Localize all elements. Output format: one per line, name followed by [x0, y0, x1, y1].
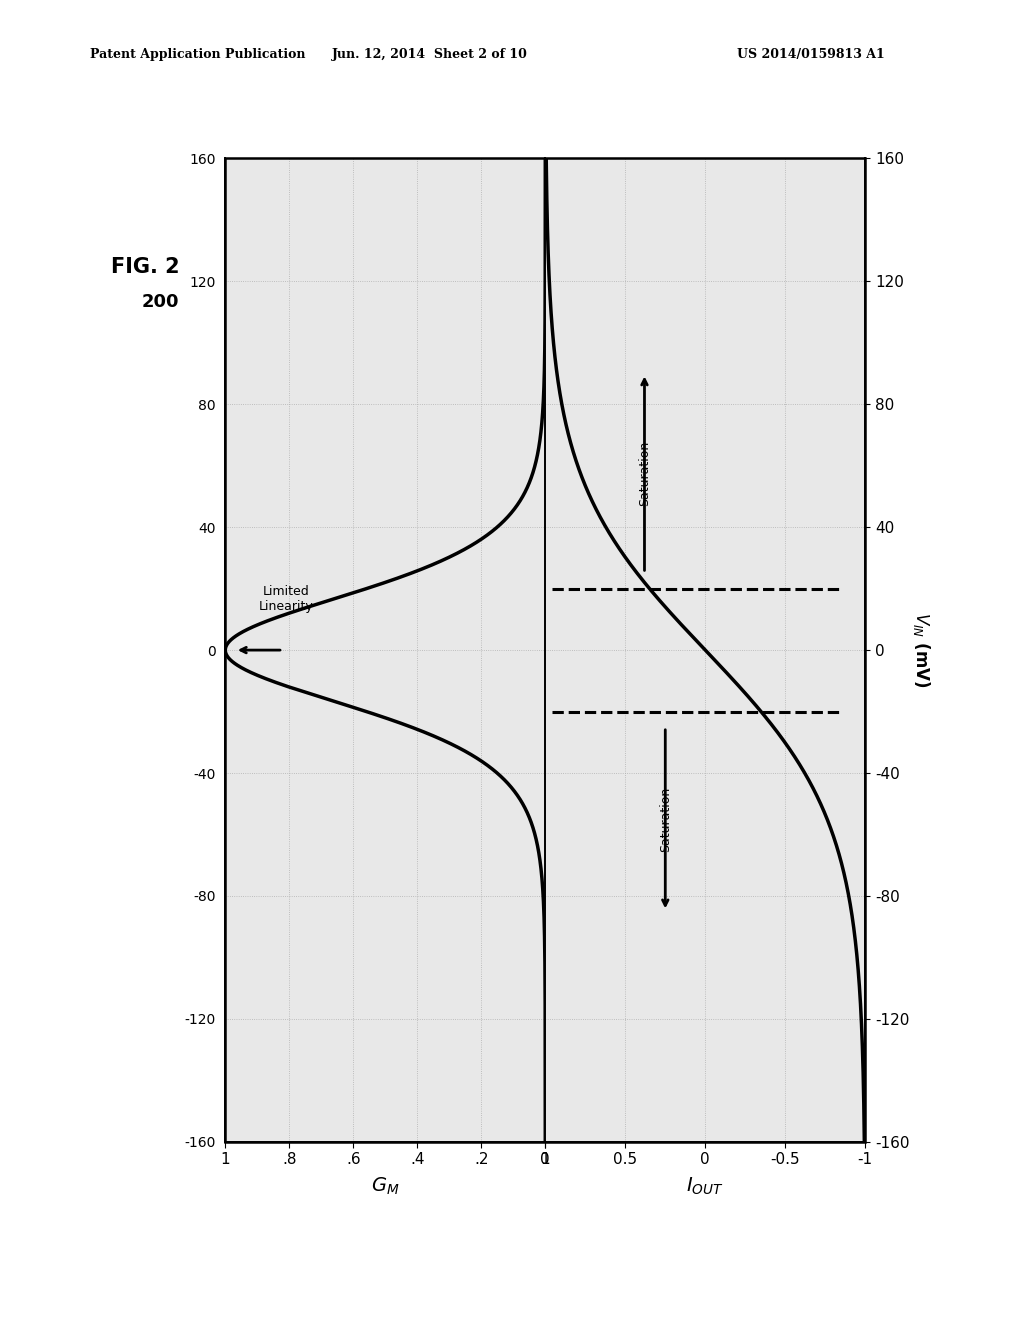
Text: $V_{IN}$ (mV): $V_{IN}$ (mV) — [911, 612, 932, 688]
Text: Saturation: Saturation — [638, 441, 651, 506]
Text: FIG. 2: FIG. 2 — [111, 257, 179, 277]
Text: Patent Application Publication: Patent Application Publication — [90, 48, 305, 61]
Text: 200: 200 — [141, 293, 179, 312]
Text: Jun. 12, 2014  Sheet 2 of 10: Jun. 12, 2014 Sheet 2 of 10 — [332, 48, 528, 61]
X-axis label: $I_{OUT}$: $I_{OUT}$ — [686, 1176, 724, 1197]
X-axis label: $G_M$: $G_M$ — [371, 1176, 399, 1197]
Text: Limited
Linearity: Limited Linearity — [259, 585, 313, 614]
Text: Saturation: Saturation — [658, 787, 672, 851]
Text: US 2014/0159813 A1: US 2014/0159813 A1 — [737, 48, 885, 61]
